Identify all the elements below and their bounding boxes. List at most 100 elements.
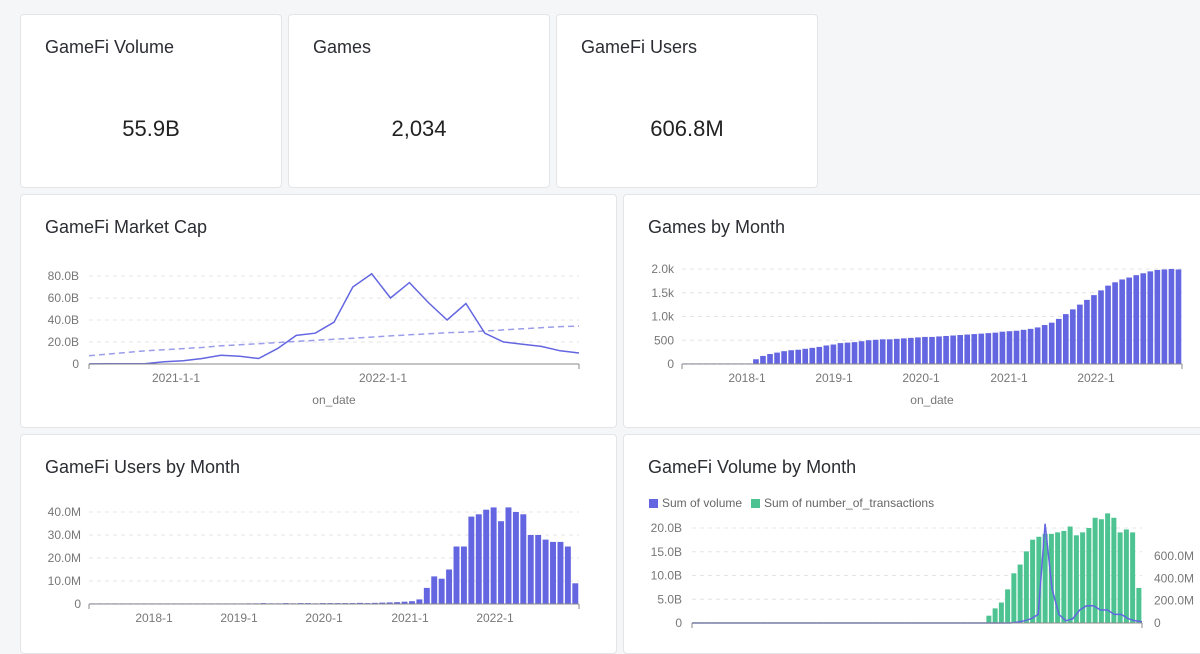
games-bar: [1070, 309, 1076, 364]
y-tick-label: 30.0M: [48, 528, 81, 542]
chart-title: GameFi Volume by Month: [648, 457, 857, 477]
users-bar: [460, 546, 467, 604]
games-bar: [1062, 314, 1069, 364]
x-tick-label: 2018-1: [135, 611, 173, 625]
games-bar: [1119, 279, 1125, 364]
y-tick-label: 15.0B: [651, 545, 682, 559]
transactions-bar: [986, 615, 992, 623]
games-bar: [1084, 299, 1090, 364]
games-bar: [1098, 290, 1104, 364]
kpi-card-volume[interactable]: GameFi Volume 55.9B: [20, 14, 282, 188]
games-bar: [1168, 269, 1175, 364]
games-bar: [985, 333, 992, 364]
transactions-bar: [1130, 532, 1136, 623]
x-tick-label: 2021-1: [391, 611, 429, 625]
x-axis-title: on_date: [910, 393, 954, 407]
transactions-bar: [1017, 564, 1023, 623]
games-bar: [1027, 328, 1034, 364]
users-bar: [542, 539, 549, 604]
transactions-bar: [1073, 535, 1079, 623]
games-bar: [816, 346, 823, 364]
users-bar: [386, 602, 393, 604]
games-bar: [844, 342, 851, 364]
kpi-card-users[interactable]: GameFi Users 606.8M: [556, 14, 818, 188]
y-tick-label: 1.5k: [651, 286, 675, 300]
games-bar: [1055, 318, 1062, 364]
transactions-bar: [1105, 513, 1111, 623]
kpi-title: Games: [313, 37, 372, 57]
x-tick-label: 2019-1: [815, 371, 853, 385]
games-bar: [886, 339, 893, 364]
volume-by-month-chart[interactable]: 0 5.0B 10.0B 15.0B 20.0B 0 200.0M 400.0M 600.0M: [624, 435, 1200, 631]
x-tick-label: 2022-1-1: [359, 371, 407, 385]
games-bar: [992, 332, 999, 364]
x-tick-label: 2020-1: [902, 371, 940, 385]
y-tick-label: 0: [74, 597, 81, 611]
x-tick-label: 2022-1: [476, 611, 514, 625]
users-by-month-card[interactable]: GameFi Users by Month 0 10.0M 20.0M 30.0M 40…: [20, 434, 617, 654]
chart-title: GameFi Market Cap: [45, 217, 208, 237]
games-bar: [1091, 295, 1097, 364]
market-cap-chart[interactable]: 0 20.0B 40.0B 60.0B 80.0B 2021-1-1 2022-1-1on_…: [21, 195, 618, 429]
games-by-month-card[interactable]: Games by Month 0 500 1.0k 1.5k 2.0k 2018-1 201…: [623, 194, 1200, 428]
x-tick-label: 2018-1: [728, 371, 766, 385]
games-bar: [830, 344, 837, 364]
users-bar: [535, 535, 542, 604]
y-tick-label: 0: [72, 357, 79, 371]
users-bar: [408, 601, 415, 604]
users-bar: [423, 587, 430, 604]
games-bar: [788, 350, 794, 364]
x-tick-label: 2021-1-1: [152, 371, 200, 385]
legend-item-transactions[interactable]: Sum of number_of_transactions: [751, 496, 934, 510]
legend-item-volume[interactable]: Sum of volume: [649, 496, 742, 510]
users-bar: [416, 599, 423, 604]
market-cap-card[interactable]: GameFi Market Cap 0 20.0B 40.0B 60.0B 80.0B 2…: [20, 194, 617, 428]
users-bar: [512, 512, 519, 604]
games-bar: [978, 333, 985, 364]
y2-tick-label: 0: [1154, 616, 1161, 630]
y-tick-label: 60.0B: [48, 291, 79, 305]
users-bar: [401, 601, 408, 604]
transactions-bar: [1061, 530, 1067, 623]
games-bar: [943, 335, 949, 364]
users-bar: [520, 514, 527, 604]
y-tick-label: 80.0B: [48, 269, 79, 283]
transactions-bar: [1005, 589, 1011, 623]
games-bar: [964, 334, 971, 364]
transactions-bar: [1092, 517, 1098, 623]
transactions-bar: [998, 602, 1004, 623]
volume-by-month-card[interactable]: GameFi Volume by Month Sum of volume Sum…: [623, 434, 1200, 654]
kpi-value: 55.9B: [122, 116, 180, 141]
games-bar: [781, 351, 787, 364]
y-tick-label: 5.0B: [657, 592, 682, 606]
y-tick-label: 40.0M: [48, 505, 81, 519]
users-bar: [557, 541, 564, 604]
transactions-bar: [1036, 536, 1042, 623]
kpi-title: GameFi Volume: [45, 37, 175, 57]
transactions-bar: [1117, 532, 1123, 623]
users-by-month-chart[interactable]: 0 10.0M 20.0M 30.0M 40.0M 2018-1 2019-1 2020-1 2…: [21, 435, 618, 631]
games-bar: [774, 352, 780, 364]
transactions-bar: [1086, 528, 1092, 623]
games-by-month-chart[interactable]: 0 500 1.0k 1.5k 2.0k 2018-1 2019-1 2020-1 2021-1…: [624, 195, 1200, 429]
users-bar: [438, 578, 445, 604]
x-tick-label: 2022-1: [1077, 371, 1115, 385]
legend-swatch: [649, 498, 658, 508]
transactions-bar: [1080, 532, 1086, 623]
y-tick-label: 0: [667, 357, 674, 371]
y-tick-label: 20.0B: [48, 335, 79, 349]
users-bar: [468, 516, 475, 604]
games-bar: [936, 336, 942, 364]
chart-title: GameFi Users by Month: [45, 457, 241, 477]
y2-tick-label: 200.0M: [1154, 594, 1194, 608]
transactions-bar: [1030, 539, 1036, 623]
trend-line: [88, 325, 580, 357]
y-tick-label: 40.0B: [48, 313, 79, 327]
games-bar: [929, 336, 935, 364]
transactions-bar: [1023, 551, 1029, 623]
x-tick-label: 2021-1: [990, 371, 1028, 385]
users-bar: [357, 602, 363, 604]
transactions-bar: [1111, 517, 1117, 623]
kpi-card-games[interactable]: Games 2,034: [288, 14, 550, 188]
games-bar: [1077, 304, 1083, 364]
